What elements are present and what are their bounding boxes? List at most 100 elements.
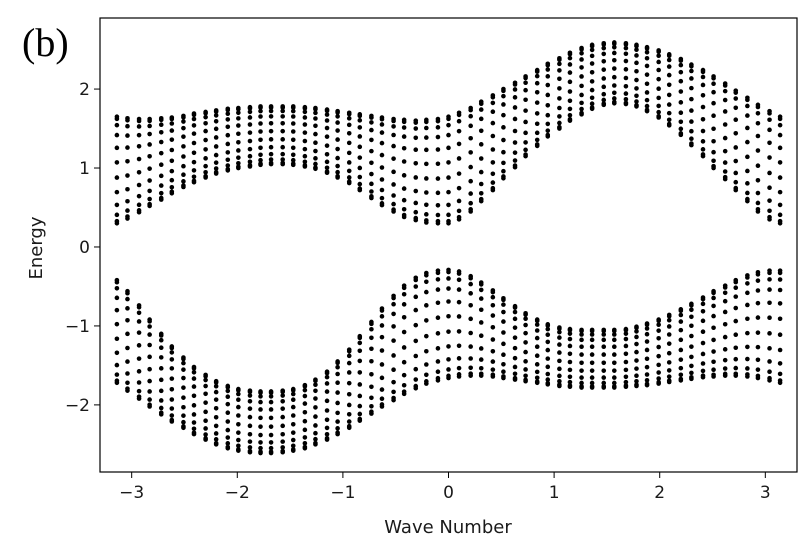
- upper-band-point: [644, 44, 650, 50]
- upper-band-point: [302, 138, 308, 144]
- lower-band-point: [589, 327, 595, 333]
- lower-band-point: [468, 281, 473, 287]
- upper-band-point: [136, 156, 142, 162]
- lower-band-point: [424, 362, 429, 367]
- upper-band-point: [379, 122, 385, 127]
- upper-band-point: [313, 148, 318, 154]
- upper-band-point: [435, 116, 441, 122]
- upper-band-point: [247, 153, 253, 159]
- lower-band-point: [335, 400, 340, 406]
- upper-band-point: [158, 150, 164, 156]
- upper-band-point: [468, 135, 473, 141]
- upper-band-point: [745, 154, 750, 160]
- lower-band-point: [545, 339, 551, 345]
- upper-band-point: [545, 112, 551, 118]
- upper-band-point: [755, 190, 761, 196]
- lower-band-point: [302, 444, 308, 450]
- lower-band-point: [634, 334, 639, 340]
- lower-band-point: [512, 364, 518, 370]
- upper-band-point: [468, 191, 473, 196]
- lower-band-point: [136, 343, 142, 348]
- upper-band-point: [700, 139, 706, 144]
- upper-band-point: [490, 109, 496, 115]
- lower-band-point: [114, 295, 120, 301]
- lower-band-point: [501, 341, 506, 347]
- upper-band-point: [512, 128, 518, 134]
- lower-band-point: [634, 324, 639, 330]
- upper-band-point: [567, 50, 573, 56]
- upper-band-point: [181, 154, 186, 159]
- lower-band-point: [589, 337, 595, 343]
- upper-band-point: [700, 104, 706, 110]
- upper-band-point: [711, 158, 716, 164]
- upper-band-point: [125, 208, 130, 213]
- upper-band-point: [777, 202, 783, 208]
- lower-band-point: [612, 375, 617, 380]
- lower-band-point: [435, 346, 441, 351]
- lower-band-point: [247, 399, 253, 404]
- upper-band-point: [523, 108, 528, 113]
- lower-band-point: [302, 427, 308, 433]
- lower-band-point: [767, 346, 772, 351]
- upper-band-point: [545, 67, 551, 72]
- lower-band-point: [147, 402, 152, 408]
- upper-band-point: [689, 128, 694, 134]
- upper-band-point: [290, 114, 296, 119]
- upper-band-point: [258, 121, 263, 126]
- lower-band-point: [567, 359, 573, 365]
- lower-band-point: [424, 379, 429, 384]
- lower-band-point: [700, 351, 706, 357]
- upper-band-point: [225, 150, 231, 155]
- upper-band-point: [557, 120, 562, 126]
- y-axis-label: Energy: [26, 216, 47, 279]
- upper-band-point: [125, 115, 130, 121]
- upper-band-point: [656, 109, 661, 115]
- upper-band-point: [346, 179, 352, 184]
- upper-band-point: [401, 173, 407, 178]
- lower-band-point: [678, 312, 684, 318]
- lower-band-point: [213, 383, 219, 389]
- upper-band-point: [656, 48, 661, 53]
- lower-band-point: [534, 328, 540, 333]
- upper-band-point: [711, 113, 716, 119]
- upper-band-point: [468, 178, 473, 184]
- lower-band-point: [534, 344, 540, 350]
- upper-band-point: [733, 179, 739, 185]
- lower-band-point: [700, 361, 706, 366]
- lower-band-point: [225, 388, 231, 394]
- lower-band-point: [258, 394, 263, 399]
- lower-band-point: [567, 326, 573, 332]
- lower-band-point: [324, 417, 330, 423]
- lower-band-point: [534, 369, 540, 375]
- upper-band-point: [435, 147, 441, 152]
- upper-band-point: [391, 143, 396, 149]
- lower-band-point: [346, 419, 352, 424]
- upper-band-point: [512, 150, 518, 155]
- lower-band-point: [523, 330, 528, 336]
- upper-band-point: [446, 114, 451, 119]
- upper-band-point: [745, 196, 750, 202]
- upper-band-point: [147, 142, 152, 147]
- upper-band-point: [711, 163, 716, 169]
- upper-band-point: [501, 125, 506, 130]
- upper-band-point: [601, 97, 607, 103]
- lower-band-point: [268, 424, 274, 429]
- lower-band-point: [413, 294, 419, 300]
- lower-band-point: [656, 322, 661, 327]
- upper-band-point: [557, 61, 562, 67]
- upper-band-point: [711, 149, 716, 155]
- upper-band-point: [589, 105, 595, 110]
- upper-band-point: [656, 95, 661, 101]
- upper-band-point: [125, 186, 130, 192]
- lower-band-point: [424, 270, 429, 276]
- lower-band-point: [391, 301, 396, 307]
- lower-band-point: [379, 348, 385, 353]
- lower-band-point: [324, 381, 330, 386]
- upper-band-point: [634, 42, 639, 48]
- upper-band-point: [379, 187, 385, 193]
- lower-band-point: [589, 332, 595, 337]
- upper-band-point: [181, 183, 186, 188]
- upper-band-point: [213, 166, 219, 171]
- lower-band-point: [534, 362, 540, 367]
